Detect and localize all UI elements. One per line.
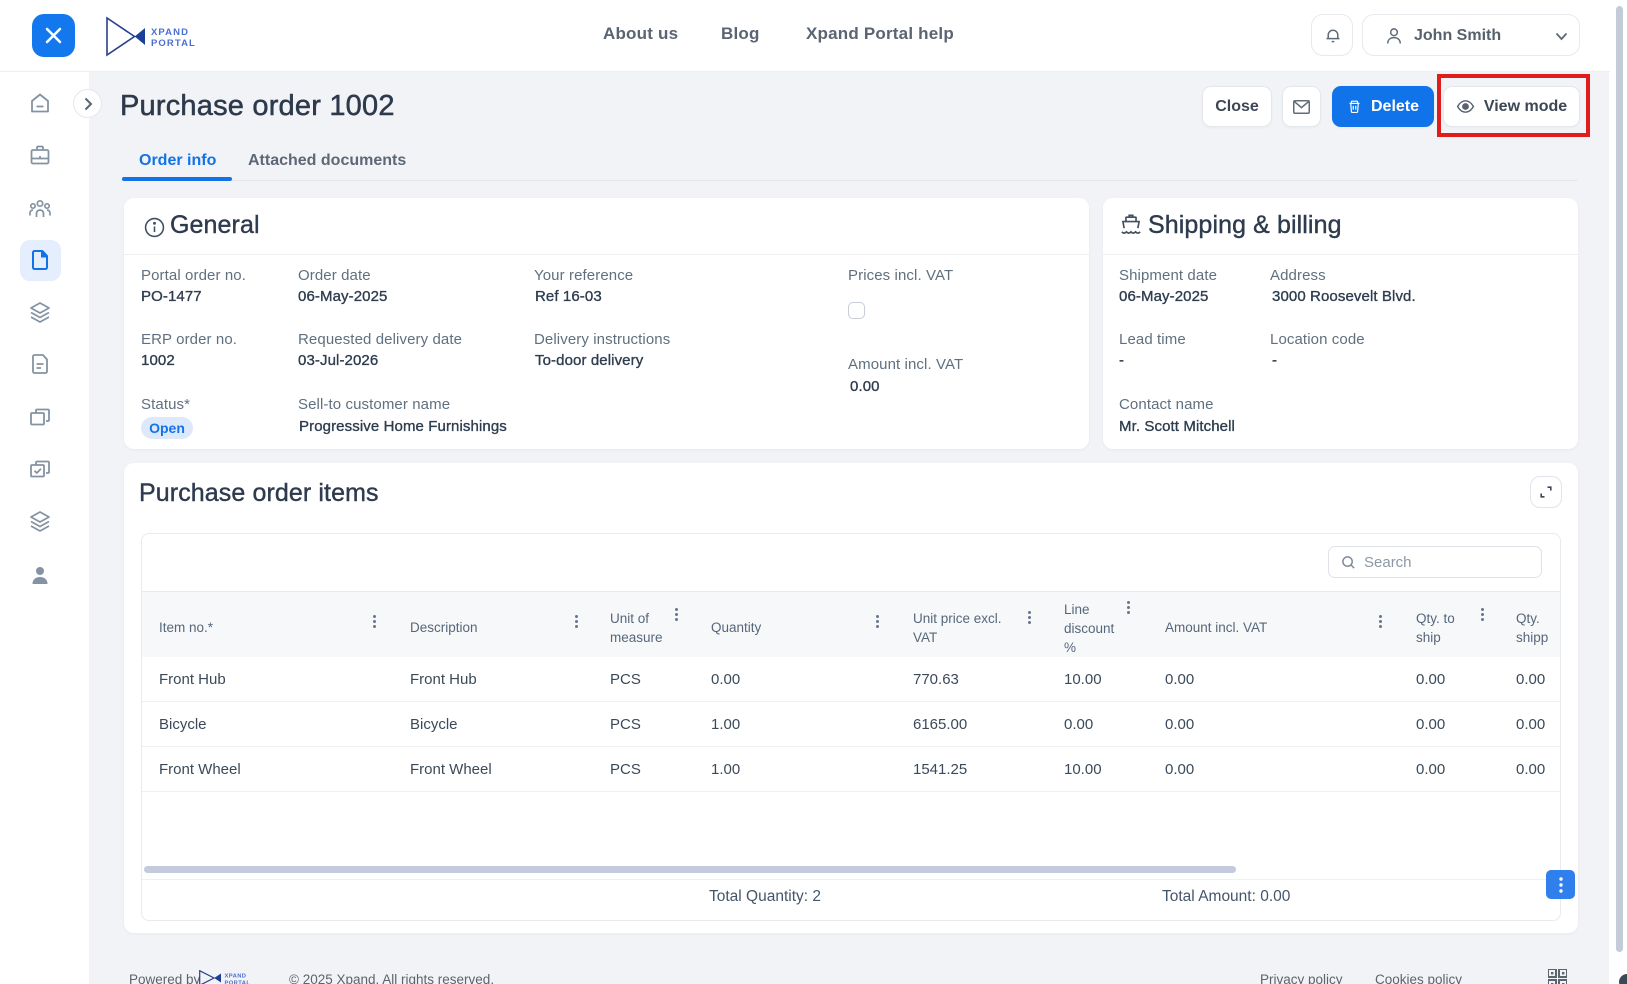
svg-text:XPAND: XPAND [151, 27, 189, 38]
svg-text:XPAND: XPAND [225, 973, 247, 979]
svg-text:PORTAL: PORTAL [151, 38, 196, 49]
svg-text:PORTAL: PORTAL [225, 981, 251, 984]
